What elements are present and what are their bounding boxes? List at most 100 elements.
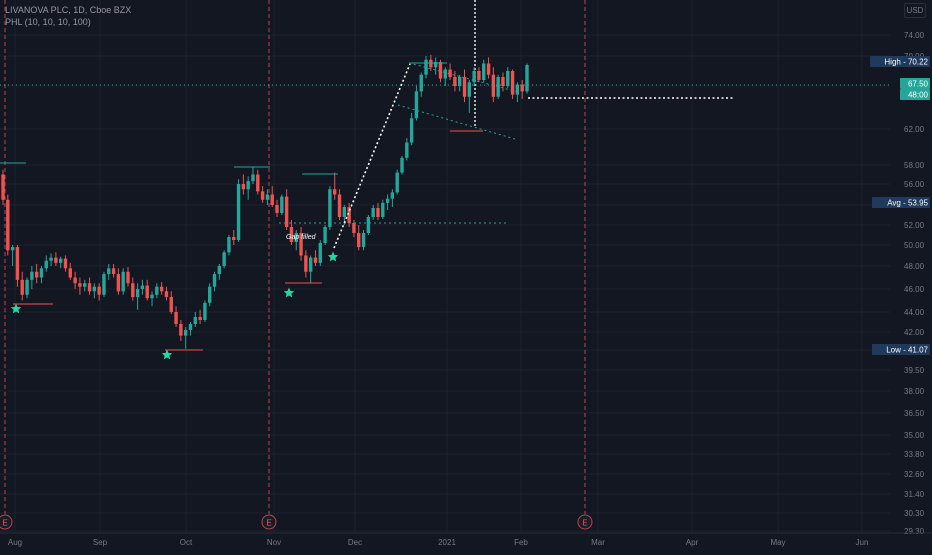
price-tag-label: Low - 41.07 (886, 346, 928, 355)
candle (506, 67, 510, 89)
candle (265, 189, 270, 205)
candle-body (275, 205, 279, 213)
candle-body (265, 194, 270, 200)
candle (20, 271, 24, 301)
candle (87, 277, 92, 295)
candle (145, 279, 149, 301)
candle (385, 194, 390, 210)
price-tick-label: 33.80 (904, 450, 925, 459)
earnings-marker-label: E (2, 519, 7, 528)
currency-button[interactable]: USD (904, 3, 926, 18)
candle-body (284, 196, 289, 227)
candle (381, 199, 385, 219)
candle-body (457, 77, 462, 86)
candle-body (313, 257, 318, 263)
time-tick-label: Dec (348, 538, 362, 547)
price-tag-label: 67.50 (908, 80, 929, 89)
candle (496, 74, 500, 99)
candle (236, 179, 241, 242)
candle-body (280, 196, 284, 213)
price-tag-label: Avg - 53.95 (887, 199, 928, 208)
candle-body (352, 223, 356, 233)
candle-body (193, 317, 197, 324)
candle-body (188, 324, 193, 330)
candle-body (58, 258, 63, 263)
candle-body (361, 233, 366, 248)
candle (1, 169, 5, 205)
candle-body (54, 257, 58, 263)
candle (376, 202, 380, 220)
candle-body (155, 286, 159, 295)
candle (30, 266, 34, 289)
candle-body (381, 202, 385, 217)
candle (97, 283, 101, 301)
candle-body (131, 283, 135, 298)
price-tick-label: 52.00 (904, 221, 925, 230)
candle-body (159, 286, 164, 292)
candle-body (174, 312, 178, 324)
candle-body (150, 294, 154, 299)
candle-body (294, 233, 298, 242)
candle-body (44, 260, 48, 269)
price-tag-label: High - 70.22 (884, 58, 928, 67)
candle (337, 189, 342, 220)
price-tick-label: 50.00 (904, 241, 925, 250)
candle (424, 56, 428, 79)
candle (111, 263, 116, 278)
price-tick-label: 74.00 (904, 31, 925, 40)
candle (73, 271, 77, 289)
earnings-marker (261, 514, 277, 530)
time-tick-label: Aug (8, 538, 22, 547)
price-tag-bg (872, 344, 930, 355)
candle (15, 245, 20, 287)
candle (78, 277, 82, 295)
candle-body (342, 207, 347, 217)
candle (193, 312, 197, 327)
candle (102, 271, 106, 298)
candle (49, 253, 53, 266)
candle-body (212, 274, 217, 287)
earnings-marker (0, 514, 13, 530)
candle-body (462, 77, 467, 97)
candle-body (289, 227, 294, 242)
candle (10, 245, 15, 266)
candle-body (107, 268, 111, 275)
candle-body (491, 74, 496, 97)
candle (6, 194, 10, 256)
candle (501, 72, 505, 92)
candle-body (73, 277, 77, 284)
candle (260, 186, 265, 203)
earnings-marker (577, 514, 593, 530)
candle-body (395, 172, 399, 193)
candle-body (164, 291, 169, 298)
gap-filled-annotation: Gap filled (286, 234, 317, 241)
candle (179, 320, 183, 341)
candle-body (337, 194, 342, 217)
candle (371, 205, 375, 220)
candle-body (92, 286, 97, 292)
candle-body (34, 271, 39, 278)
candle (256, 169, 260, 195)
time-tick-label: Nov (267, 538, 281, 547)
candle-body (400, 157, 404, 173)
candle (313, 250, 318, 266)
candle (159, 282, 164, 295)
candle-body (308, 257, 313, 272)
price-tick-label: 48.00 (904, 262, 925, 271)
candle (227, 235, 231, 256)
candle-body (179, 324, 183, 336)
swing-low-star-icon (161, 349, 173, 360)
candle-body (371, 208, 375, 217)
candle-body (409, 118, 414, 143)
candle-body (256, 174, 260, 192)
candle (395, 169, 399, 195)
candle-body (251, 174, 255, 182)
symbol-title: LIVANOVA PLC, 1D, Cboe BZX (5, 5, 132, 15)
candle (414, 86, 419, 121)
candle-body (376, 208, 380, 217)
candle (208, 283, 212, 307)
candle-body (520, 84, 524, 92)
candle-body (385, 198, 390, 203)
